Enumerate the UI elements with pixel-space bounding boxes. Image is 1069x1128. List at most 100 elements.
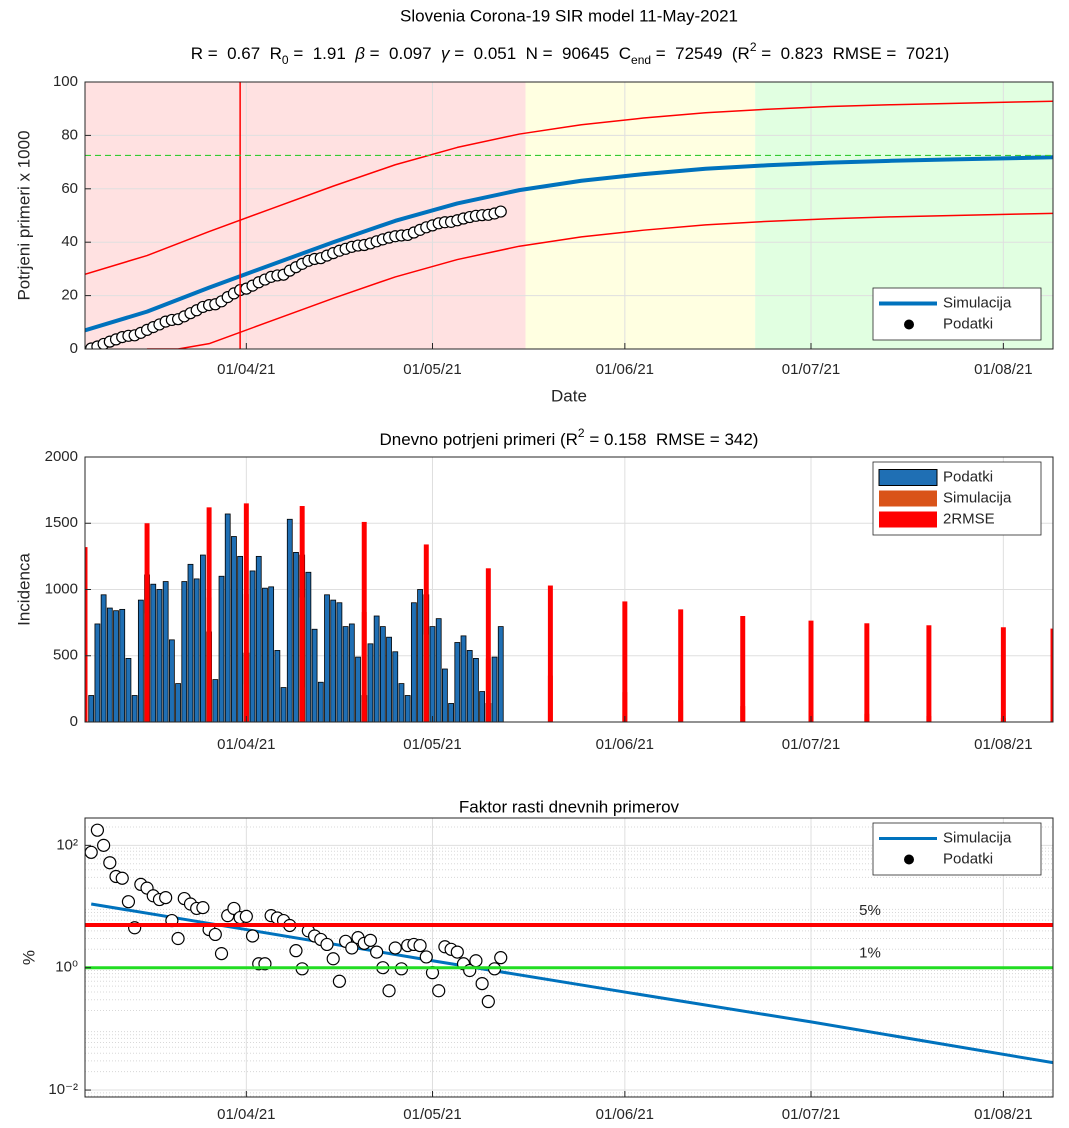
bar: [1050, 628, 1053, 722]
bar: [181, 581, 188, 722]
data-point: [90, 823, 105, 837]
data-point: [115, 871, 129, 885]
bar: [497, 626, 504, 722]
data-point: [370, 945, 384, 959]
data-point: [481, 994, 495, 1009]
bar: [299, 687, 305, 722]
region: [525, 82, 756, 349]
bar: [417, 589, 423, 722]
bar: [485, 568, 491, 722]
legend-marker: [904, 319, 914, 330]
bar: [249, 570, 256, 722]
x-tick-label: 01/05/21: [403, 1106, 461, 1123]
y-axis-label: Incidenca: [14, 553, 33, 626]
bar: [299, 506, 305, 722]
bar: [193, 578, 200, 722]
bar: [355, 656, 361, 722]
data-point: [239, 909, 253, 923]
x-tick-label: 01/04/21: [217, 361, 275, 378]
x-tick-label: 01/08/21: [974, 1106, 1032, 1123]
bar: [100, 594, 107, 722]
y-tick-label: 40: [61, 233, 78, 250]
bar: [386, 636, 392, 722]
legend: Simulacija Podatki: [872, 287, 1042, 341]
legend: Podatki Simulacija 2RMSE: [872, 461, 1042, 536]
bar: [131, 695, 138, 722]
line-label: 5%: [859, 902, 881, 919]
legend-label: Podatki: [943, 468, 993, 485]
bar: [1000, 627, 1006, 722]
y-tick-label: 2000: [45, 448, 78, 465]
bar: [255, 555, 262, 722]
bar: [448, 703, 454, 722]
bar: [429, 626, 436, 722]
y-tick-label: 0: [70, 340, 78, 357]
text-part: β: [354, 44, 365, 63]
data-point: [214, 947, 229, 961]
bar: [466, 650, 473, 722]
bar: [206, 687, 212, 722]
bar: [864, 623, 870, 722]
bar: [262, 587, 268, 722]
x-tick-label: 01/06/21: [596, 1106, 654, 1123]
bar: [88, 695, 95, 722]
legend-box: [872, 822, 1042, 876]
y-tick-label: 20: [61, 287, 78, 304]
text-part: end: [631, 53, 651, 67]
text-part: γ: [441, 44, 451, 63]
y-tick-label: 1000: [45, 580, 78, 597]
bar: [150, 583, 157, 722]
bar: [293, 552, 299, 722]
x-tick-label: 01/05/21: [403, 736, 461, 753]
bar: [361, 702, 367, 722]
bar: [237, 555, 244, 722]
bar: [373, 615, 380, 722]
bar: [622, 601, 628, 722]
x-axis-label: Date: [551, 386, 587, 405]
bar: [144, 523, 150, 722]
bar: [224, 513, 231, 722]
data-point: [332, 974, 347, 988]
text-part: 2: [750, 40, 757, 54]
bar: [85, 547, 88, 722]
bar: [125, 658, 132, 722]
bar: [286, 518, 293, 722]
x-tick-label: 01/07/21: [782, 361, 840, 378]
bar: [231, 536, 237, 722]
data-point: [245, 929, 260, 943]
bar: [491, 656, 498, 722]
bar: [317, 681, 324, 722]
bar: [342, 626, 349, 722]
bar: [361, 521, 367, 722]
chart-title: Faktor rasti dnevnih primerov: [459, 797, 680, 816]
plot-clip: [85, 82, 1053, 349]
bar: [740, 616, 746, 722]
legend-label: Simulacija: [943, 489, 1012, 506]
legend-marker: [904, 854, 914, 865]
bar: [926, 625, 932, 722]
data-point: [171, 931, 185, 946]
bar: [460, 635, 467, 722]
region: [85, 82, 526, 349]
legend-swatch: [879, 490, 937, 507]
chart-subtitle: R = 0.67 R0 = 1.91 β = 0.097 γ = 0.051 N…: [191, 40, 950, 67]
text-part: Dnevno potrjeni primeri (R: [380, 430, 578, 449]
data-point: [85, 845, 98, 859]
bar: [547, 585, 553, 722]
plot-clip: [85, 823, 1053, 1065]
bar: [348, 623, 355, 722]
bar: [808, 620, 814, 722]
data-point: [326, 952, 340, 966]
data-point: [494, 205, 507, 218]
data-point: [432, 984, 446, 998]
text-part: 2: [578, 426, 585, 440]
bar: [206, 507, 212, 722]
data-point: [413, 938, 427, 953]
bar: [106, 607, 113, 722]
data-point: [494, 951, 508, 965]
bar: [423, 544, 429, 722]
x-tick-label: 01/08/21: [974, 736, 1032, 753]
line-label: 1%: [859, 945, 881, 962]
data-point: [289, 944, 303, 958]
